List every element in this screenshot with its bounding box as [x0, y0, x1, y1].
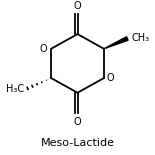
Text: H₃C: H₃C — [6, 84, 24, 94]
Text: CH₃: CH₃ — [131, 33, 149, 43]
Text: O: O — [106, 73, 114, 83]
Text: Meso-Lactide: Meso-Lactide — [40, 138, 115, 148]
Text: O: O — [74, 117, 81, 127]
Text: O: O — [74, 1, 81, 11]
Text: O: O — [40, 44, 47, 54]
Polygon shape — [104, 37, 128, 49]
